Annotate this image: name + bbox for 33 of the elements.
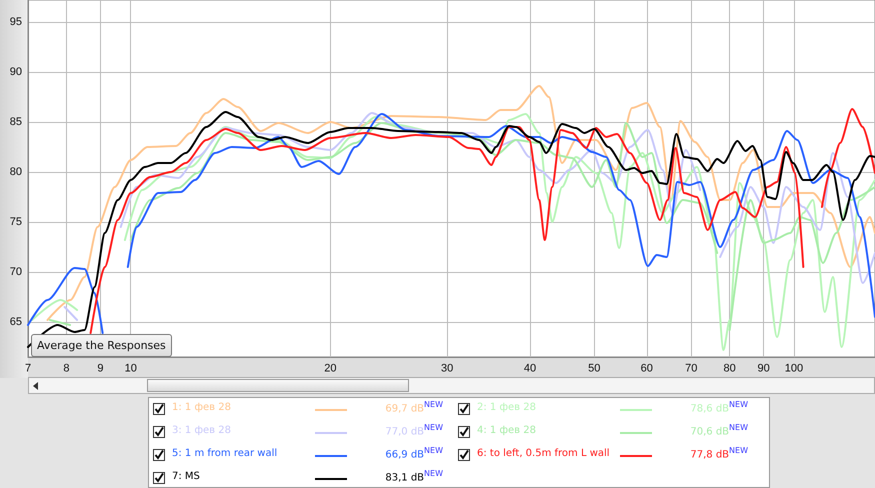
x-tick-label: 10 [124, 362, 137, 374]
text: 2: 1 фев 28 [477, 402, 536, 413]
x-tick-label: 60 [640, 362, 653, 374]
text: 4: 1 фев 28 [477, 425, 536, 436]
y-tick-label: 90 [10, 66, 22, 78]
x-tick-label: 40 [524, 362, 536, 374]
x-tick-label: 90 [757, 362, 770, 374]
text: 83,1 dB$^{NEW}$ [384, 469, 443, 484]
text: 77,8 dB$^{NEW}$ [689, 446, 748, 460]
y-tick-label: 95 [10, 16, 22, 28]
y-tick-label: 85 [10, 116, 22, 128]
x-tick-label: 70 [685, 362, 698, 374]
y-tick-label: 80 [10, 166, 22, 178]
button: Average the Responses [31, 334, 172, 357]
text: 69,7 dB$^{NEW}$ [384, 400, 443, 414]
text: 70,6 dB$^{NEW}$ [689, 423, 748, 438]
x-tick-label: 7 [24, 362, 32, 374]
x-tick-label: 20 [324, 362, 337, 374]
y-tick-label: 65 [10, 316, 22, 328]
text: 66,9 dB$^{NEW}$ [384, 446, 443, 460]
text: 1: 1 фев 28 [172, 402, 231, 413]
x-tick-label: 80 [724, 362, 736, 374]
x-tick-label: 50 [588, 362, 600, 374]
x-tick-label: 30 [441, 362, 454, 374]
text: 78,6 dB$^{NEW}$ [689, 400, 748, 414]
x-tick-label: 100 [784, 362, 804, 374]
y-tick-label: 75 [10, 216, 22, 228]
x-tick-label: 8 [63, 362, 70, 374]
text: 5: 1 m from rear wall [172, 448, 278, 459]
text: 7: MS [172, 471, 200, 482]
y-tick-label: 70 [10, 266, 22, 278]
text: 6: to left, 0.5m from L wall [477, 448, 610, 459]
x-tick-label: 9 [97, 362, 104, 374]
